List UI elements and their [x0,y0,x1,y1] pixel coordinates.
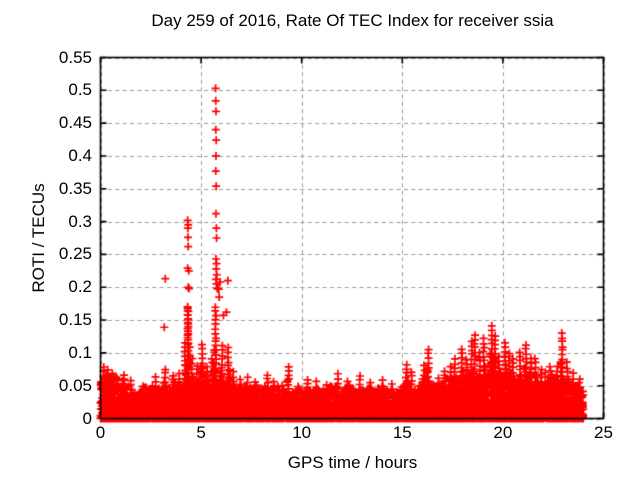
x-axis-title: GPS time / hours [287,453,418,472]
y-tick-label: 0.55 [58,47,92,67]
x-tick-label: 0 [95,423,106,442]
y-tick-label: 0.1 [68,342,92,362]
y-tick-label: 0.3 [68,211,92,231]
x-tick-label: 15 [392,423,412,442]
y-tick-label: 0.25 [58,244,92,264]
x-tick-label: 25 [594,423,613,442]
y-tick-label: 0.2 [68,277,92,297]
x-tick-label: 5 [196,423,206,442]
x-tick-label: 10 [292,423,312,442]
y-tick-label: 0.15 [58,310,92,330]
y-tick-label: 0 [82,408,92,428]
y-tick-label: 0.45 [58,113,92,133]
chart-title: Day 259 of 2016, Rate Of TEC Index for r… [151,11,554,30]
y-tick-label: 0.5 [68,80,92,100]
y-tick-label: 0.4 [68,145,92,165]
y-tick-label: 0.35 [58,178,92,198]
x-tick-label: 20 [493,423,513,442]
y-tick-label: 0.05 [58,375,92,395]
